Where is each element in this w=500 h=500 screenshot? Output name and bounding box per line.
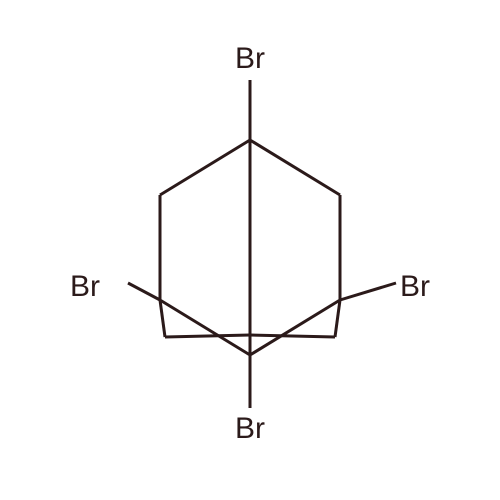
atom-label-Br_bottom: Br [235, 412, 265, 445]
bond [165, 335, 250, 337]
atom-label-Br_left: Br [70, 270, 100, 303]
bond [335, 300, 340, 337]
bond [128, 283, 160, 300]
bond [160, 140, 250, 195]
bond [160, 300, 250, 355]
bond [250, 140, 340, 195]
bond [340, 283, 396, 300]
bond [250, 300, 340, 355]
bond [160, 300, 165, 337]
bond [250, 335, 335, 337]
atom-label-Br_top: Br [235, 42, 265, 75]
atom-label-Br_right: Br [400, 270, 430, 303]
molecule-diagram: Br Br Br Br [0, 0, 500, 500]
